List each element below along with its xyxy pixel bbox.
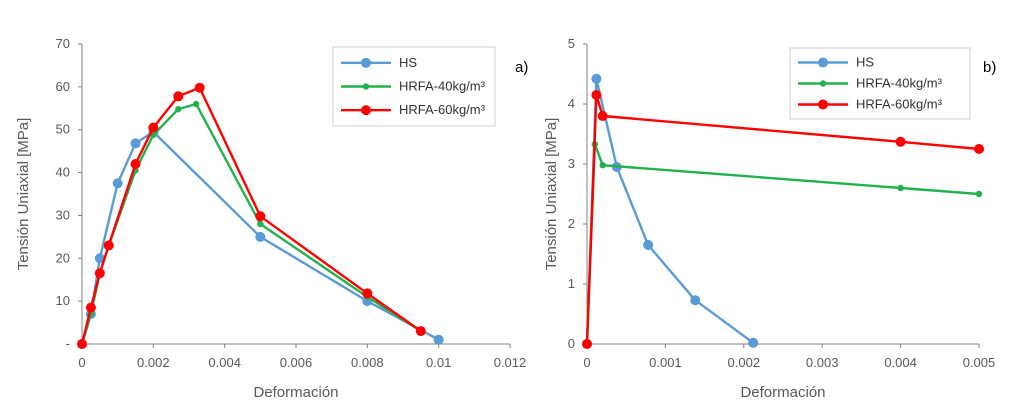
legend-swatch-marker [819, 80, 827, 87]
x-tick-label: 0.001 [649, 355, 682, 370]
y-tick-label: 3 [568, 156, 575, 171]
data-point [415, 326, 426, 337]
legend-entry-label: HRFA-40kg/m³ [399, 79, 486, 94]
data-point [130, 159, 141, 169]
data-point [599, 162, 606, 169]
x-axis-title: Deformación [740, 384, 825, 401]
data-point [582, 339, 592, 349]
legend-swatch-marker [818, 57, 828, 68]
y-tick-label: 40 [56, 165, 70, 180]
data-point [103, 240, 114, 251]
y-tick-label: 50 [56, 122, 70, 137]
data-point [255, 211, 266, 222]
y-tick-label: 5 [568, 36, 575, 51]
legend-entry-label: HS [856, 55, 874, 70]
data-point [255, 231, 266, 242]
series-2 [78, 100, 425, 348]
x-tick-label: 0.006 [280, 355, 313, 370]
legend-swatch-marker [361, 57, 371, 68]
x-tick-label: 0.012 [494, 355, 527, 370]
legend-swatch-marker [361, 105, 371, 116]
series-line [585, 93, 980, 345]
data-point [643, 240, 654, 250]
x-tick-label: 0.004 [208, 355, 241, 370]
legend-entry-label: HS [399, 55, 417, 70]
data-point [194, 82, 205, 93]
x-tick-label: 0 [583, 355, 590, 370]
y-tick-label: 4 [568, 96, 575, 111]
legend: HS HRFA-40kg/m³ HRFA-60kg/m³ [332, 46, 496, 127]
data-point [175, 105, 182, 113]
data-point [591, 90, 602, 100]
data-point [895, 136, 906, 147]
y-axis-title: Tensión Uniaxial [MPa] [543, 118, 560, 271]
data-point [974, 144, 984, 154]
x-tick-label: 0.005 [963, 355, 996, 370]
legend-swatch-marker [818, 99, 828, 110]
data-point [690, 295, 701, 306]
x-tick-label: 0.01 [426, 355, 451, 370]
data-point [77, 339, 87, 349]
legend: HS HRFA-40kg/m³ HRFA-60kg/m³ [789, 47, 971, 120]
panel-tag: a) [515, 59, 528, 76]
y-tick-label: - [66, 336, 70, 351]
y-axis-title: Tensión Uniaxial [MPa] [15, 118, 32, 271]
chart-panel-1: - 10 20 30 40 50 60 70 0 0.002 0.004 0.006 0.008 0.01… [15, 36, 528, 401]
data-point [591, 73, 602, 84]
data-point [94, 268, 105, 279]
data-point [85, 302, 96, 313]
y-tick-label: 30 [56, 207, 70, 222]
data-point [362, 288, 373, 299]
legend-entry-label: HRFA-40kg/m³ [856, 76, 943, 91]
chart-panel-2: 0 1 2 3 4 5 0 0.001 0.002 0.003 0.004 0.005 Deformac… [543, 36, 996, 401]
y-tick-label: 10 [56, 293, 70, 308]
series-3 [582, 90, 984, 349]
x-tick-label: 0.002 [137, 355, 170, 370]
legend-swatch-marker [362, 83, 370, 90]
series-3 [77, 82, 426, 349]
data-point [597, 111, 608, 121]
panel-tag: b) [983, 59, 996, 76]
data-point [173, 91, 184, 102]
data-point [148, 122, 159, 133]
y-tick-label: 70 [56, 36, 70, 51]
y-tick-label: 1 [568, 276, 575, 291]
x-tick-label: 0.003 [806, 355, 839, 370]
x-tick-label: 0.008 [351, 355, 384, 370]
y-tick-label: 60 [56, 79, 70, 94]
x-tick-label: 0.002 [728, 355, 761, 370]
x-tick-label: 0.004 [884, 355, 917, 370]
data-point [975, 190, 983, 198]
x-axis-title: Deformación [253, 384, 338, 401]
y-tick-label: 2 [568, 216, 575, 231]
series-1 [77, 126, 444, 349]
y-tick-label: 20 [56, 250, 70, 265]
data-point [257, 220, 264, 228]
series-line [585, 77, 754, 345]
x-tick-label: 0 [78, 355, 85, 370]
data-point [748, 337, 759, 348]
legend-entry-label: HRFA-60kg/m³ [856, 97, 943, 112]
data-point [433, 334, 444, 345]
legend-entry-label: HRFA-60kg/m³ [399, 102, 486, 117]
series-1 [582, 73, 759, 349]
data-point [192, 100, 200, 108]
data-point [130, 138, 141, 149]
data-point [112, 178, 123, 189]
y-tick-label: 0 [568, 336, 575, 351]
data-point [897, 184, 904, 192]
data-point [94, 253, 105, 264]
